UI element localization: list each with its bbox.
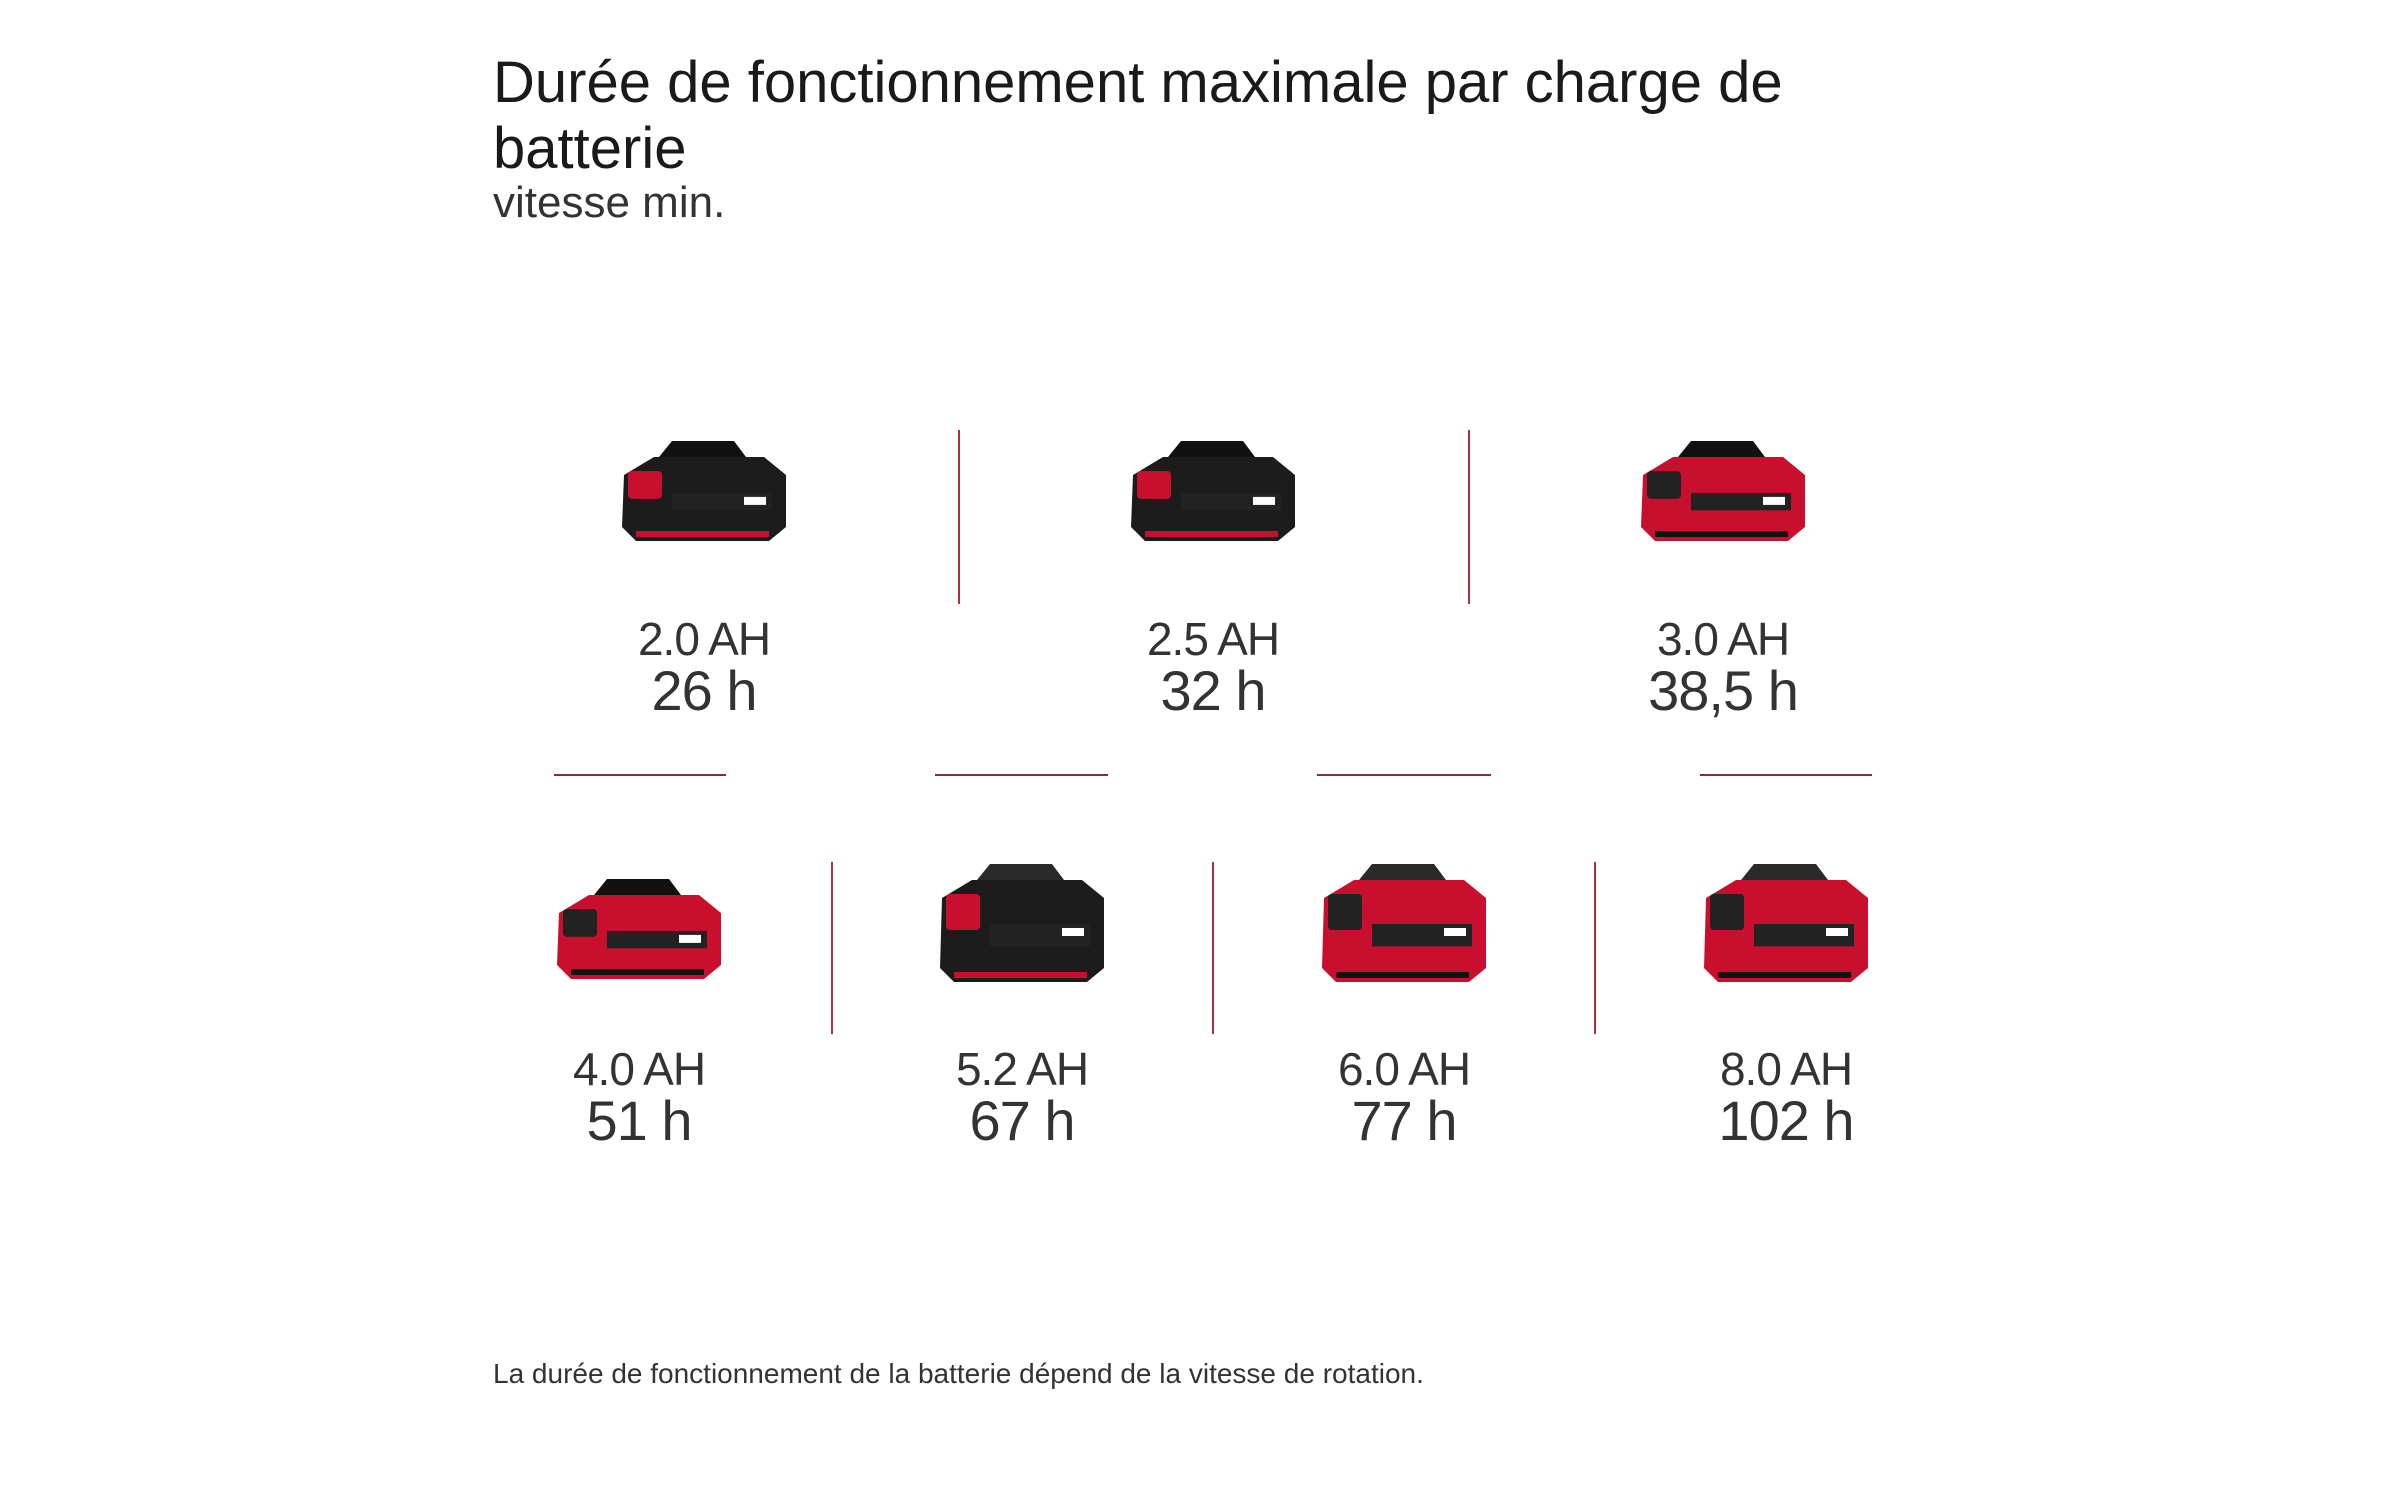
battery-image (1704, 864, 1868, 982)
battery-image (1131, 441, 1295, 541)
battery-capacity: 2.0 AH (637, 613, 771, 665)
battery-image (1322, 864, 1486, 982)
battery-capacity: 3.0 AH (1656, 613, 1790, 665)
battery-image (622, 441, 786, 541)
battery-runtime: 32 h (1160, 659, 1267, 722)
battery-image (1641, 441, 1805, 541)
divider (554, 774, 726, 776)
battery-item: 4.0 AH 51 h (489, 858, 789, 1149)
divider (831, 862, 833, 1034)
page-title: Durée de fonctionnement maximale par cha… (493, 50, 1783, 181)
divider (1317, 774, 1491, 776)
battery-image (940, 864, 1104, 982)
page-subtitle: vitesse min. (493, 178, 726, 227)
footnote: La durée de fonctionnement de la batteri… (493, 1358, 1424, 1389)
battery-item: 2.0 AH 26 h (554, 425, 854, 719)
divider (1594, 862, 1596, 1034)
battery-capacity: 5.2 AH (955, 1043, 1089, 1095)
battery-capacity: 6.0 AH (1337, 1043, 1471, 1095)
battery-runtime: 26 h (651, 659, 758, 722)
divider (935, 774, 1108, 776)
divider (1700, 774, 1872, 776)
battery-runtime: 51 h (586, 1089, 693, 1152)
battery-runtime: 38,5 h (1648, 659, 1799, 722)
battery-runtime: 77 h (1351, 1089, 1458, 1152)
battery-item: 8.0 AH 102 h (1636, 858, 1936, 1149)
battery-item: 2.5 AH 32 h (1063, 425, 1363, 719)
divider (1468, 430, 1470, 604)
battery-item: 6.0 AH 77 h (1254, 858, 1554, 1149)
battery-capacity: 4.0 AH (572, 1043, 706, 1095)
battery-item: 5.2 AH 67 h (872, 858, 1172, 1149)
battery-capacity: 2.5 AH (1146, 613, 1280, 665)
divider (958, 430, 960, 604)
divider (1212, 862, 1214, 1034)
battery-capacity: 8.0 AH (1719, 1043, 1853, 1095)
battery-runtime: 67 h (969, 1089, 1076, 1152)
battery-item: 3.0 AH 38,5 h (1573, 425, 1873, 719)
battery-image (557, 879, 721, 979)
battery-runtime: 102 h (1718, 1089, 1854, 1152)
